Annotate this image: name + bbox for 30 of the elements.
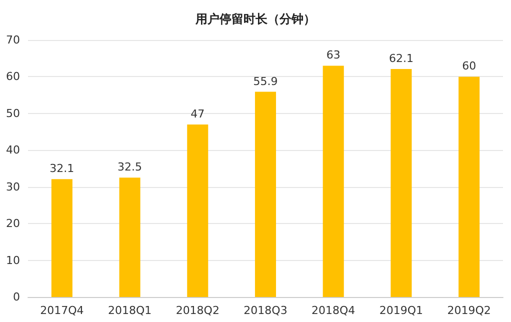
y-tick-label: 30	[6, 180, 20, 194]
bar	[119, 178, 140, 297]
chart-title: 用户停留时长（分钟）	[194, 12, 316, 26]
bar	[458, 76, 480, 297]
bar	[390, 69, 412, 297]
y-tick-label: 10	[6, 254, 20, 267]
bar	[322, 66, 344, 297]
y-tick-label: 40	[6, 144, 20, 157]
bar	[254, 92, 276, 297]
data-label: 60	[462, 60, 476, 73]
x-tick-label: 2019Q1	[379, 304, 424, 317]
bar	[51, 179, 72, 297]
data-label: 32.1	[50, 162, 74, 176]
data-label: 32.5	[118, 160, 142, 174]
x-tick-label: 2019Q2	[447, 304, 491, 317]
y-tick-label: 70	[6, 34, 20, 46]
data-label: 62.1	[388, 52, 414, 66]
x-tick-label: 2018Q4	[312, 304, 356, 317]
data-label: 63	[326, 48, 340, 62]
y-tick-label: 0	[13, 290, 20, 304]
x-tick-label: 2018Q2	[176, 304, 220, 317]
x-tick-label: 2018Q3	[244, 304, 288, 317]
y-tick-label: 50	[6, 106, 20, 120]
x-tick-label: 2018Q1	[108, 304, 152, 317]
data-label: 47	[190, 107, 205, 120]
y-tick-label: 20	[6, 217, 20, 230]
data-label: 55.9	[253, 74, 278, 88]
x-tick-label: 2017Q4	[40, 304, 84, 317]
bar	[187, 124, 208, 297]
y-tick-label: 60	[6, 70, 20, 84]
